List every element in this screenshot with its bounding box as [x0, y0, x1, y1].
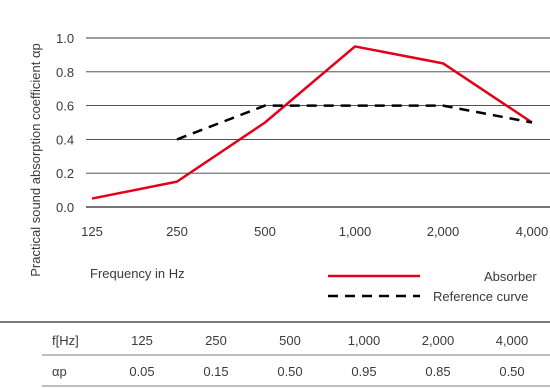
legend-label-absorber: Absorber: [484, 269, 537, 284]
y-axis-label: Practical sound absorption coefficient α…: [28, 43, 43, 276]
y-tick-label: 0.8: [56, 65, 74, 80]
legend-label-reference: Reference curve: [433, 289, 528, 304]
table-alpha-cell: 0.95: [351, 364, 376, 379]
table-frequency-cell: 1,000: [348, 333, 381, 348]
x-axis-label: Frequency in Hz: [90, 266, 185, 281]
table-alpha-header: αp: [52, 364, 67, 379]
x-tick-label: 125: [81, 224, 103, 239]
x-tick-label: 1,000: [339, 224, 372, 239]
table-alpha-cell: 0.50: [277, 364, 302, 379]
legend: Absorber Reference curve: [328, 269, 537, 304]
table-frequency-cell: 2,000: [422, 333, 455, 348]
y-tick-labels: 0.0 0.2 0.4 0.6 0.8 1.0: [56, 31, 74, 215]
reference-curve-line: [176, 104, 533, 141]
gridlines: [86, 37, 550, 208]
y-tick-label: 1.0: [56, 31, 74, 46]
table-frequency-row: 125 250 500 1,000 2,000 4,000: [131, 333, 528, 348]
table-frequency-cell: 250: [205, 333, 227, 348]
table-alpha-cell: 0.50: [499, 364, 524, 379]
series-lines: [91, 45, 533, 200]
table-frequency-cell: 4,000: [496, 333, 529, 348]
y-tick-label: 0.4: [56, 132, 74, 147]
table-frequency-cell: 125: [131, 333, 153, 348]
x-tick-label: 250: [166, 224, 188, 239]
table-frequency-header: f[Hz]: [52, 333, 79, 348]
value-table: f[Hz] αp 125 250 500 1,000 2,000 4,000 0.05 0.…: [0, 321, 550, 387]
y-tick-label: 0.0: [56, 200, 74, 215]
absorber-line: [91, 45, 533, 200]
y-tick-label: 0.2: [56, 166, 74, 181]
table-frequency-cell: 500: [279, 333, 301, 348]
x-tick-label: 2,000: [427, 224, 460, 239]
x-tick-labels: 125 250 500 1,000 2,000 4,000: [81, 224, 548, 239]
table-alpha-row: 0.05 0.15 0.50 0.95 0.85 0.50: [129, 364, 524, 379]
table-alpha-cell: 0.85: [425, 364, 450, 379]
y-tick-label: 0.6: [56, 99, 74, 114]
x-tick-label: 500: [254, 224, 276, 239]
x-tick-label: 4,000: [516, 224, 549, 239]
table-alpha-cell: 0.05: [129, 364, 154, 379]
table-alpha-cell: 0.15: [203, 364, 228, 379]
